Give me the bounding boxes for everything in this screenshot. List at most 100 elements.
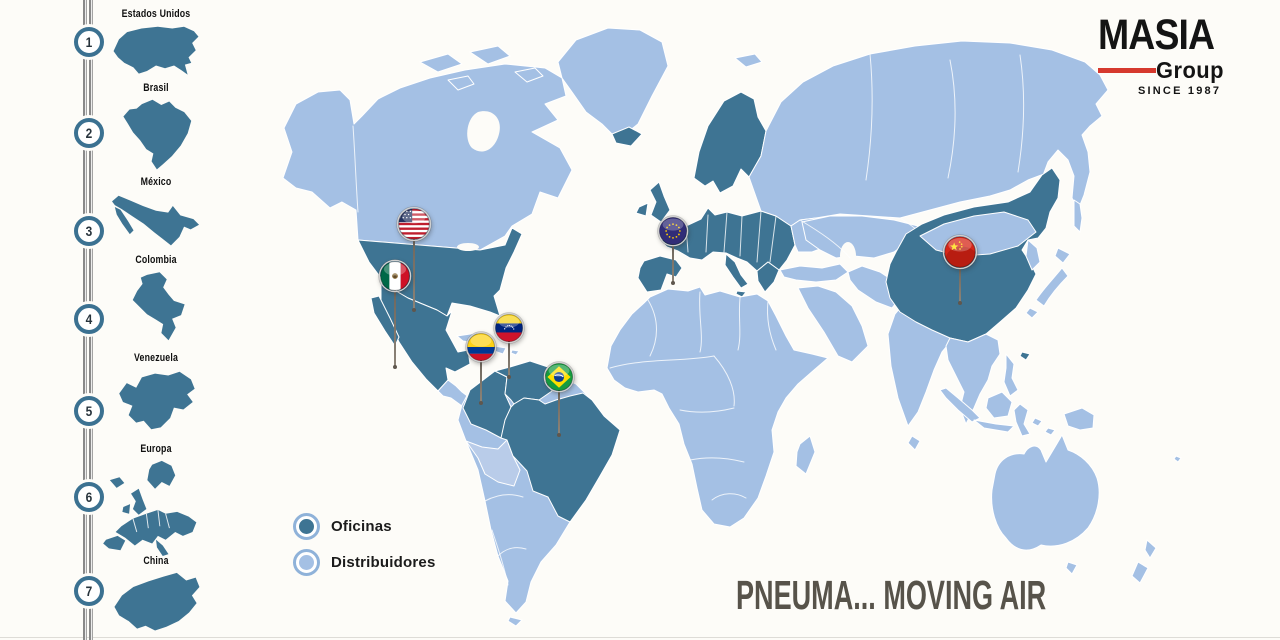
- brazil-silhouette-icon: [123, 99, 192, 170]
- step-number-badge: 1: [74, 27, 104, 57]
- arabia: [797, 285, 869, 363]
- sidebar-item-label: China: [143, 555, 169, 567]
- step-number-badge: 2: [74, 118, 104, 148]
- pin-stick: [412, 239, 416, 312]
- logo-group-text: Group: [1156, 57, 1224, 83]
- step-number-badge: 7: [74, 576, 104, 606]
- southeast-asia-oceania: [939, 333, 1182, 584]
- legend-label: Distribuidores: [331, 554, 436, 571]
- greenland: [557, 27, 669, 141]
- pin-stick: [393, 290, 397, 369]
- brazil-flag-pin[interactable]: [543, 361, 575, 437]
- pin-stick: [507, 341, 511, 379]
- europe-mainland: [660, 207, 796, 272]
- madagascar: [795, 435, 816, 475]
- new-guinea: [1063, 407, 1095, 431]
- mexico-flag-pin[interactable]: [378, 259, 412, 369]
- new-zealand-north: [1144, 539, 1157, 559]
- sidebar-item-estados-unidos: Estados Unidos: [66, 8, 246, 80]
- brand-logo: MASIA Group SINCE 1987: [1098, 14, 1258, 97]
- sidebar-item-label: Estados Unidos: [121, 8, 191, 20]
- sidebar-item-label: México: [140, 176, 172, 188]
- office-swatch-icon: [293, 513, 320, 540]
- step-number-badge: 4: [74, 304, 104, 334]
- japan-honshu: [1035, 267, 1069, 307]
- russia: [748, 40, 1109, 239]
- sidebar-item-mexico: México: [66, 176, 246, 250]
- borneo: [985, 391, 1013, 419]
- sakhalin: [1073, 199, 1083, 233]
- sidebar-item-label: Colombia: [135, 254, 177, 266]
- new-zealand-south: [1131, 561, 1149, 584]
- continent-south-america: [457, 360, 621, 627]
- logo-brand-text: MASIA: [1098, 11, 1215, 59]
- iceland: [611, 126, 643, 147]
- country-canada-alaska: [282, 63, 573, 251]
- hudson-bay: [467, 111, 500, 152]
- europe-silhouette-icon: [103, 460, 197, 557]
- pin-stick: [479, 360, 483, 405]
- country-brazil: [500, 392, 621, 523]
- sumatra: [939, 387, 981, 423]
- sidebar-item-label: Venezuela: [134, 352, 178, 364]
- java: [973, 419, 1015, 433]
- sidebar-item-label: Europa: [140, 443, 172, 455]
- step-number-badge: 3: [74, 216, 104, 246]
- africa: [606, 286, 829, 528]
- venezuela-flag-pin[interactable]: [493, 312, 525, 379]
- step-number-badge: 5: [74, 396, 104, 426]
- europe-flag-pin[interactable]: [657, 215, 689, 285]
- baja-california: [370, 295, 400, 347]
- sulawesi: [1013, 403, 1031, 437]
- sidebar-item-brasil: Brasil: [66, 82, 246, 172]
- china-silhouette-icon: [114, 572, 200, 631]
- step-number-badge: 6: [74, 482, 104, 512]
- italy: [724, 253, 749, 289]
- distributor-swatch-icon: [293, 549, 320, 576]
- balkans: [756, 261, 780, 293]
- tasmania: [1065, 561, 1078, 575]
- africa-borders: [609, 291, 777, 501]
- sri-lanka: [907, 435, 921, 451]
- peru-bolivia: [465, 439, 521, 487]
- logo-red-line: [1098, 68, 1156, 73]
- bottom-divider: [0, 637, 1280, 638]
- ireland: [635, 202, 649, 217]
- pin-stick: [671, 244, 675, 285]
- alaska-border: [352, 125, 359, 213]
- indochina: [945, 333, 1001, 425]
- mexico-silhouette-icon: [112, 195, 200, 246]
- sidebar-item-label: Brasil: [143, 82, 169, 94]
- sidebar-item-europa: Europa: [66, 443, 246, 557]
- legend: Oficinas Distribuidores: [293, 513, 435, 585]
- tagline: PNEUMA... MOVING AIR: [736, 572, 1047, 618]
- korea: [1025, 239, 1041, 271]
- europe-borders: [685, 210, 777, 263]
- colombia-flag-pin[interactable]: [465, 331, 497, 405]
- china-flag-pin[interactable]: [942, 234, 978, 305]
- logo-since-text: SINCE 1987: [1138, 85, 1222, 97]
- australia: [991, 434, 1100, 551]
- usa-flag-pin[interactable]: [396, 206, 432, 312]
- philippines: [1003, 353, 1019, 397]
- central-asia: [801, 215, 919, 259]
- continent-africa: [606, 286, 829, 528]
- country-mexico: [380, 281, 471, 392]
- sidebar-item-colombia: Colombia: [66, 254, 246, 346]
- pin-stick: [958, 267, 962, 305]
- sidebar-item-venezuela: Venezuela: [66, 352, 246, 434]
- great-lakes: [457, 243, 479, 251]
- usa-silhouette-icon: [113, 26, 199, 75]
- colombia-silhouette-icon: [132, 272, 185, 341]
- iberia: [637, 255, 683, 293]
- pin-stick: [557, 390, 561, 437]
- united-kingdom: [649, 181, 671, 223]
- continent-north-america: [282, 45, 573, 412]
- venezuela-silhouette-icon: [119, 371, 195, 430]
- legend-label: Oficinas: [331, 518, 392, 535]
- japan-hokkaido: [1054, 247, 1071, 264]
- legend-item-oficinas: Oficinas: [293, 513, 435, 540]
- sidebar-item-china: China: [66, 555, 246, 639]
